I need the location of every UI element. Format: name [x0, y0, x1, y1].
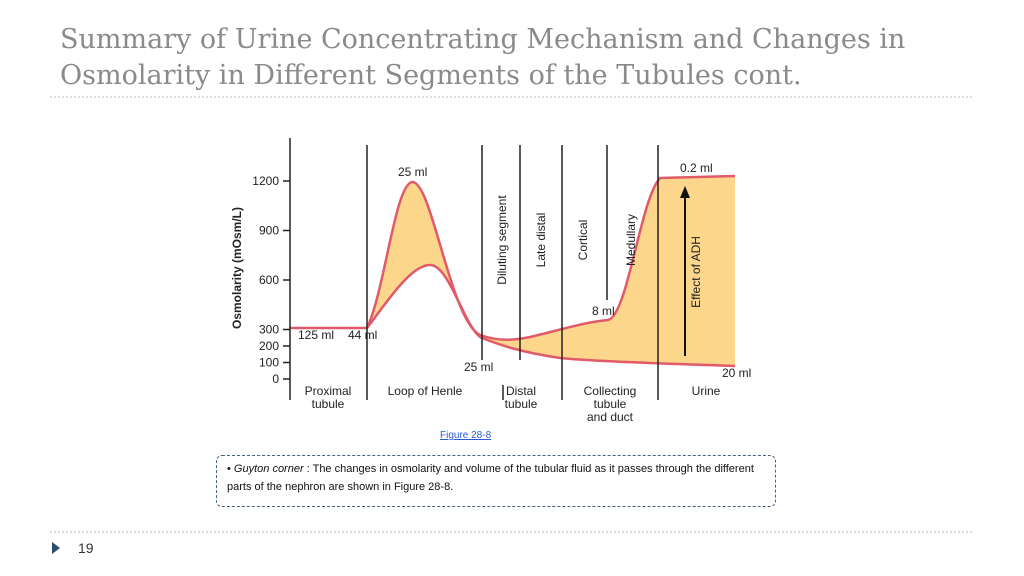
sublabel: Diluting segment: [495, 195, 509, 285]
annotation: 44 ml: [348, 328, 378, 342]
y-tick-label: 200: [259, 339, 279, 353]
segment-label: Proximal tubule: [304, 384, 352, 411]
segment-dividers: [289, 138, 659, 400]
annotation: 25 ml: [398, 165, 428, 179]
sublabel: Medullary: [624, 213, 638, 267]
sublabel: Cortical: [576, 219, 590, 261]
note-text: : The changes in osmolarity and volume o…: [227, 463, 754, 493]
segment-label: Loop of Henle: [387, 384, 463, 398]
osmolarity-band: [290, 176, 735, 366]
annotation: 20 ml: [722, 366, 752, 380]
annotation: Effect of ADH: [689, 236, 703, 308]
annotation: 125 ml: [298, 328, 335, 342]
upper-curve: [290, 174, 736, 341]
y-tick-label: 600: [259, 273, 279, 287]
note-lead: Guyton corner: [233, 463, 304, 475]
sublabel: Late distal: [534, 212, 548, 268]
annotation: 25 ml: [464, 360, 494, 374]
annotation: 0.2 ml: [680, 161, 713, 175]
y-tick-label: 100: [259, 356, 279, 370]
y-axis-label: Osmolarity (mOsm/L): [230, 206, 244, 330]
slide-title: Summary of Urine Concentrating Mechanism…: [60, 24, 906, 91]
y-tick-label: 1200: [252, 174, 279, 188]
note-box: • Guyton corner : The changes in osmolar…: [216, 455, 776, 507]
segment-label: Urine: [691, 384, 721, 398]
y-tick-label: 0: [272, 372, 279, 386]
y-tick-label: 900: [259, 224, 279, 238]
annotation: 8 ml: [592, 304, 615, 318]
figure-caption-link[interactable]: Figure 28-8: [440, 430, 492, 441]
adh-arrowhead: [680, 186, 690, 198]
segment-label: Distal tubule: [504, 384, 538, 411]
page-number: 19: [78, 540, 94, 556]
bullet-icon: [52, 542, 60, 554]
y-tick-label: 300: [259, 323, 279, 337]
segment-label: Collecting tubule and duct: [583, 384, 637, 424]
